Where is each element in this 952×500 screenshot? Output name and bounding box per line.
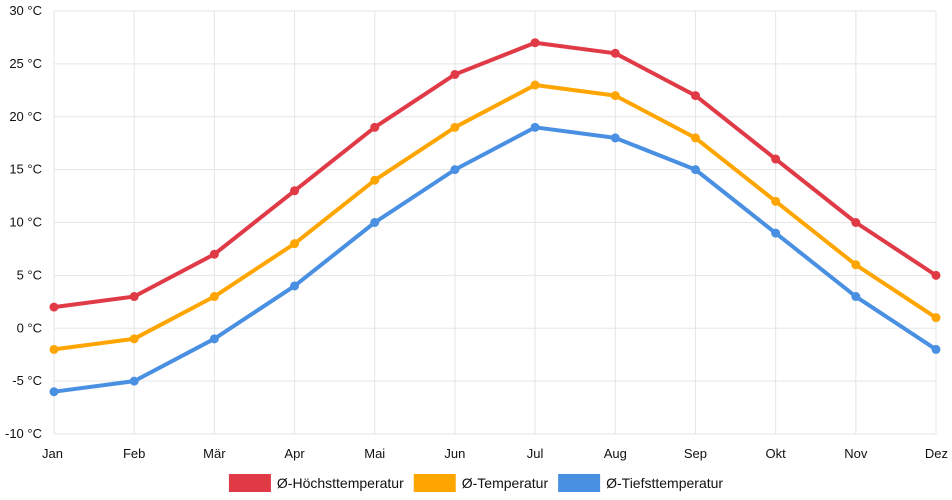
x-tick-label: Feb [123,446,145,461]
data-point[interactable] [450,122,460,132]
series-3 [49,122,941,397]
data-point[interactable] [290,239,300,249]
y-tick-label: -10 °C [5,426,42,441]
data-point[interactable] [931,344,941,354]
series-line [52,83,938,352]
x-tick-label: Jan [42,446,63,461]
data-point[interactable] [450,165,460,175]
x-tick-label: Jun [444,446,465,461]
legend-label: Ø-Tiefsttemperatur [606,475,723,491]
x-tick-label: Sep [684,446,707,461]
data-point[interactable] [851,260,861,270]
data-point[interactable] [450,69,460,79]
data-point[interactable] [690,91,700,101]
x-tick-label: Mai [364,446,385,461]
data-point[interactable] [290,281,300,291]
legend-swatch [558,474,601,492]
data-point[interactable] [530,38,540,48]
y-tick-label: 5 °C [17,267,42,282]
data-point[interactable] [49,302,59,312]
data-point[interactable] [370,175,380,185]
data-point[interactable] [690,133,700,143]
legend-label: Ø-Temperatur [462,475,549,491]
x-tick-label: Aug [604,446,627,461]
y-tick-label: 25 °C [9,56,42,71]
data-point[interactable] [209,249,219,259]
series-line [52,125,938,394]
data-point[interactable] [851,292,861,302]
data-point[interactable] [610,133,620,143]
data-point[interactable] [370,122,380,132]
legend-item-3[interactable]: Ø-Tiefsttemperatur [558,474,723,492]
x-tick-label: Nov [844,446,868,461]
legend-label: Ø-Höchsttemperatur [277,475,404,491]
y-tick-label: 10 °C [9,215,42,230]
y-axis-ticks: 30 °C 25 °C 20 °C 15 °C 10 °C 5 °C 0 °C -5 °C -1… [5,3,42,441]
data-point[interactable] [610,48,620,58]
data-point[interactable] [931,270,941,280]
data-point[interactable] [690,165,700,175]
legend-swatch [228,474,271,492]
data-point[interactable] [370,218,380,227]
y-tick-label: 30 °C [9,3,42,18]
data-point[interactable] [771,196,781,206]
data-point[interactable] [129,292,139,302]
data-point[interactable] [931,313,941,323]
data-point[interactable] [129,376,139,386]
data-point[interactable] [851,218,861,227]
x-tick-label: Jul [527,446,544,461]
series-line [52,40,938,310]
data-point[interactable] [771,228,781,238]
data-point[interactable] [129,334,139,344]
x-tick-label: Okt [766,446,787,461]
y-tick-label: 0 °C [17,320,42,335]
data-point[interactable] [530,122,540,132]
series-2 [49,80,941,354]
data-point[interactable] [209,292,219,302]
data-point[interactable] [290,186,300,196]
x-axis-ticks: Jan Feb Mär Apr Mai Jun Jul Aug Sep Okt Nov Dez [42,446,948,461]
legend-item-2[interactable]: Ø-Temperatur [413,474,549,492]
data-point[interactable] [771,154,781,164]
x-tick-label: Apr [284,446,305,461]
y-tick-label: -5 °C [12,373,42,388]
data-point[interactable] [49,344,59,354]
data-point[interactable] [530,80,540,90]
legend-swatch [413,474,456,492]
data-point[interactable] [49,387,59,397]
x-tick-label: Dez [925,446,948,461]
x-tick-label: Mär [203,446,226,461]
legend: Ø-Höchsttemperatur Ø-Temperatur Ø-Tiefstte… [228,474,723,492]
series-1 [49,38,941,312]
y-tick-label: 20 °C [9,109,42,124]
data-point[interactable] [209,334,219,344]
y-tick-label: 15 °C [9,162,42,177]
legend-item-1[interactable]: Ø-Höchsttemperatur [228,474,404,492]
data-point[interactable] [610,91,620,101]
series-lines [49,38,941,397]
